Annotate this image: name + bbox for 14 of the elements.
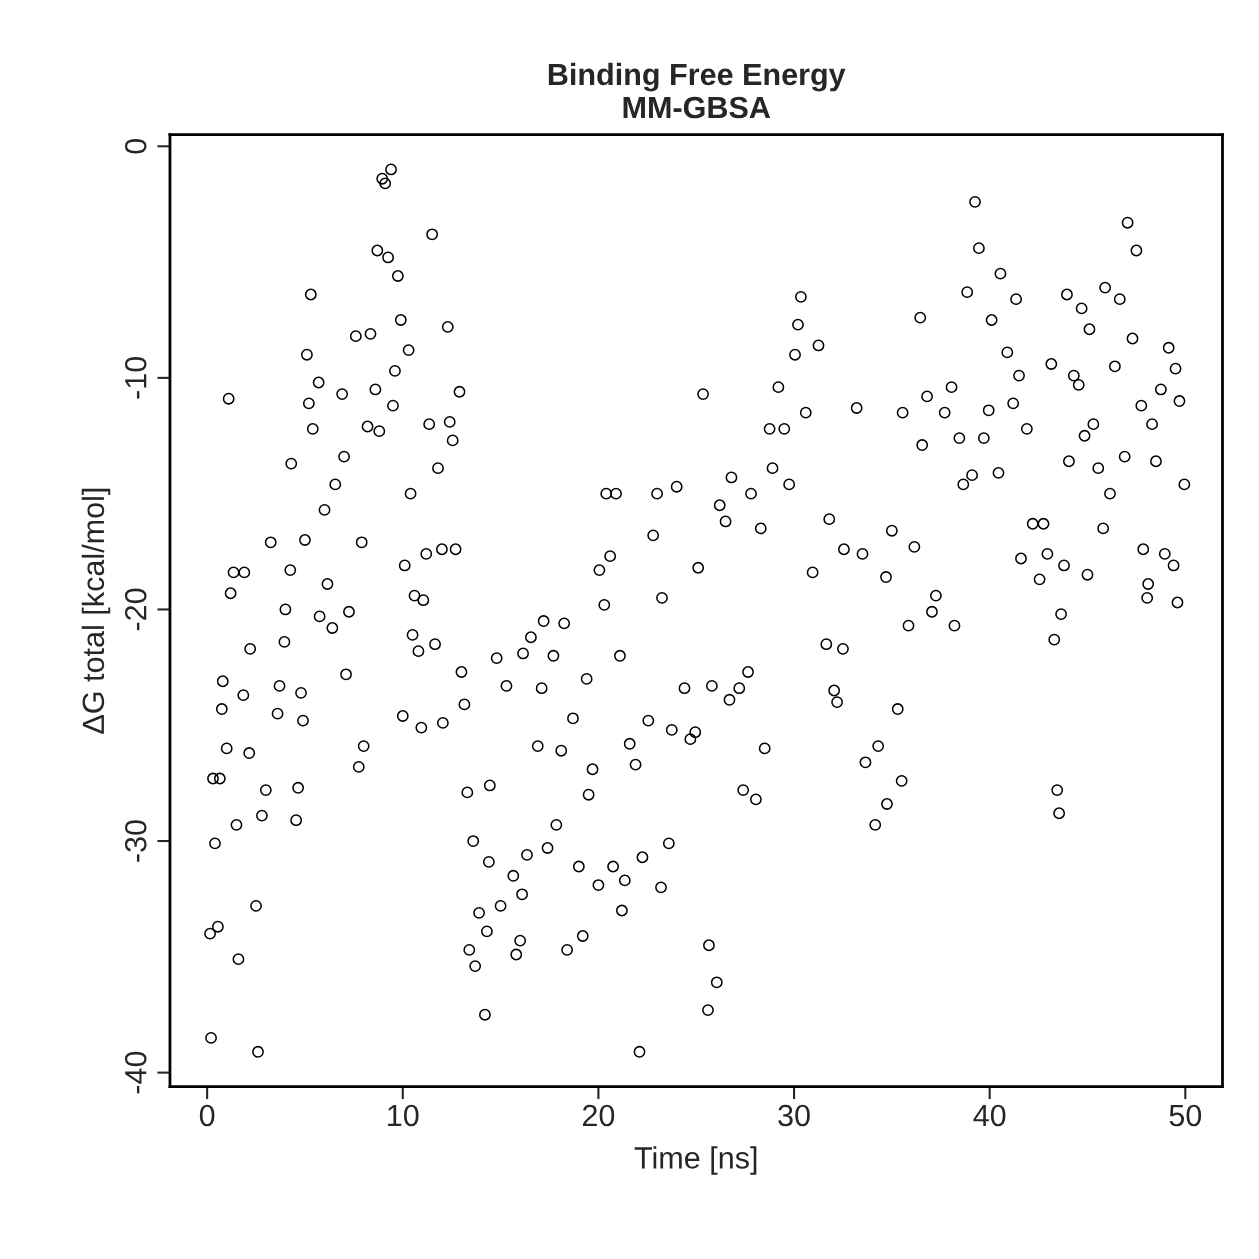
y-tick-label: -30: [124, 820, 147, 862]
x-tick-label: 40: [973, 1104, 1006, 1127]
x-axis-title: Time [ns]: [634, 1146, 757, 1175]
y-tick-label: -10: [124, 356, 147, 399]
y-tick-label: -20: [124, 588, 147, 631]
y-axis-title: ΔG total [kcal/mol]: [81, 488, 111, 734]
y-tick-label: -40: [124, 1051, 147, 1094]
x-tick-label: 10: [388, 1104, 419, 1127]
x-tick-label: 0: [199, 1104, 215, 1127]
x-tick-label: 50: [1169, 1104, 1202, 1127]
y-tick-label: 0: [124, 138, 147, 154]
x-tick-label: 30: [778, 1104, 810, 1127]
chart-title: Binding Free Energy MM-GBSA: [548, 62, 846, 119]
x-tick-label: 20: [582, 1104, 615, 1127]
